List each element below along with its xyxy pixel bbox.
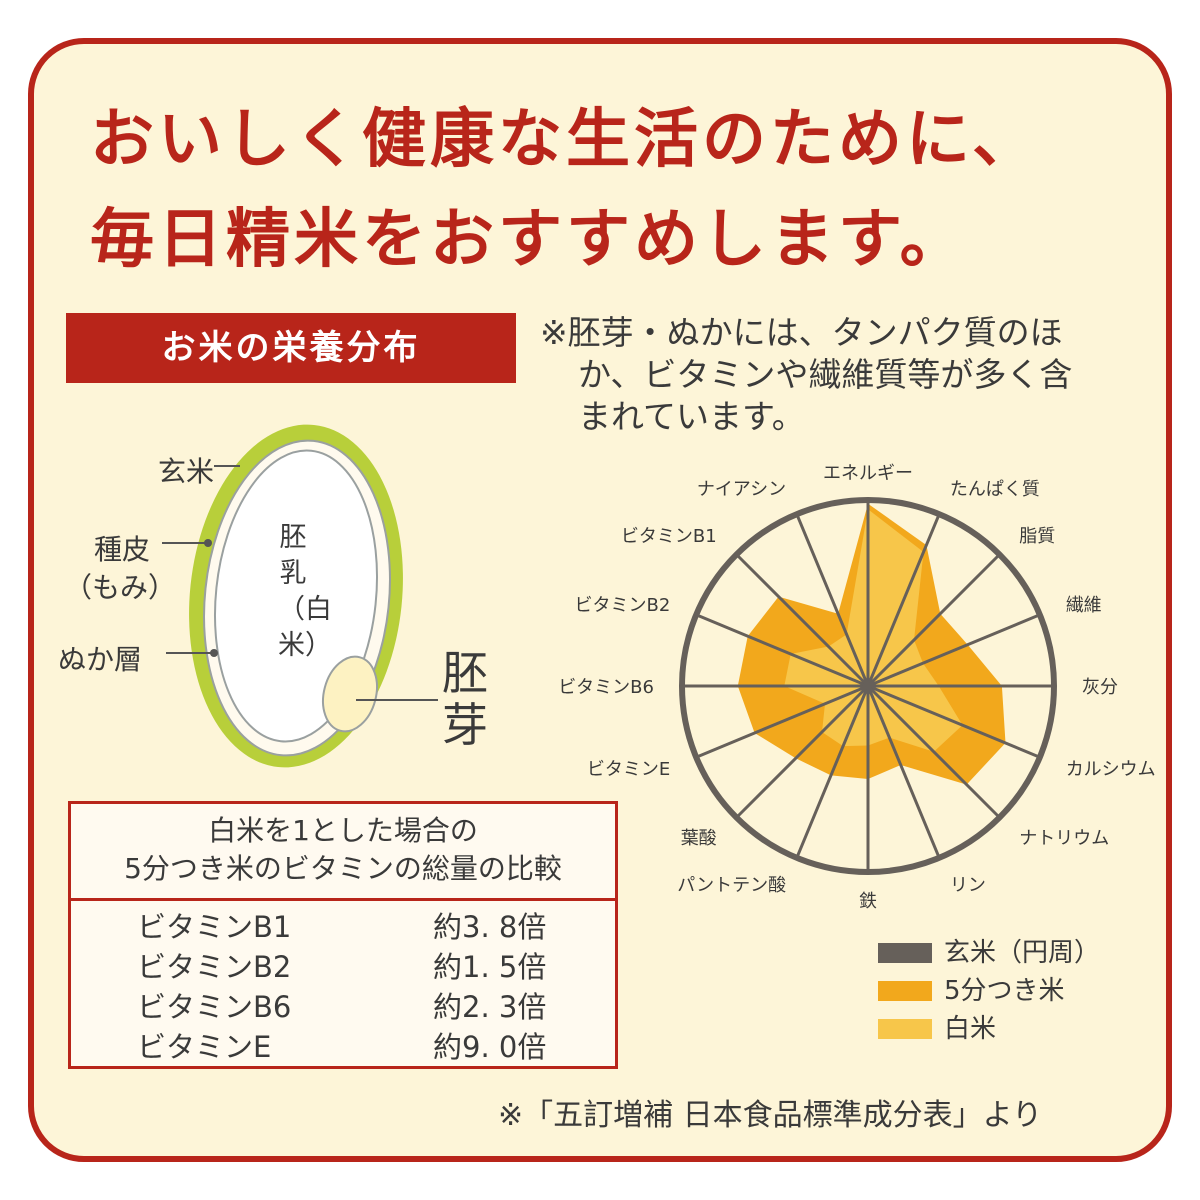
label-germ-2: 芽 [442,698,488,752]
radar-spoke [866,513,941,687]
note: ※胚芽・ぬかには、タンパク質のほ か、ビタミンや繊維質等が多く含 まれています。 [540,312,1140,438]
table-row: ビタミンB1 約3. 8倍 [71,907,615,947]
headline-line-2: 毎日精米をおすすめします。 [90,203,968,277]
pointer-nuka-dot [210,649,218,657]
label-nuka: ぬか層 [58,643,143,676]
legend-swatch [878,943,932,963]
radar-axis-label: 鉄 [859,891,877,912]
note-line-1: ※胚芽・ぬかには、タンパク質のほ [540,313,1063,352]
table-row: ビタミンB2 約1. 5倍 [71,947,615,987]
source-note: ※「五訂増補 日本食品標準成分表」より [498,1098,1043,1133]
radar-area-hakumai [784,509,963,752]
row-name: ビタミンB6 [137,990,292,1024]
radar-axis-label: ビタミンE [586,758,671,780]
label-shuhi-2: （もみ） [64,571,177,604]
row-value: 約9. 0倍 [433,1030,547,1064]
radar-axis-label: たんぱく質 [949,479,1040,501]
label-genmai: 玄米 [158,455,215,488]
section-label: お米の栄養分布 [66,313,516,383]
radar-center [864,682,872,690]
radar-axis-label: ナイアシン [696,479,787,501]
legend-label: 5分つき米 [944,976,1065,1006]
radar-spoke [866,684,1001,819]
radar-circumference-genmai [679,497,1057,875]
radar-axis-label: ビタミンB6 [558,677,654,698]
radar-axis-label: エネルギー [823,463,913,484]
table-caption-2: 5分つき米のビタミンの総量の比較 [124,852,562,885]
radar-spoke [735,684,870,819]
pointer-shuhi-dot [204,539,212,547]
radar-spoke [867,684,1041,759]
table-row: ビタミンB6 約2. 3倍 [71,987,615,1027]
row-value: 約1. 5倍 [433,950,547,984]
label-germ-1: 胚 [442,646,488,700]
radar-spoke [866,553,1001,688]
radar-spoke [867,613,1041,688]
comparison-table: 白米を1とした場合の 5分つき米のビタミンの総量の比較 ビタミンB1 約3. 8倍… [68,801,618,1069]
row-value: 約2. 3倍 [433,990,547,1024]
headline-line-1: おいしく健康な生活のために、 [90,103,1041,177]
radar-axis-label: 葉酸 [680,828,717,850]
table-caption: 白米を1とした場合の 5分つき米のビタミンの総量の比較 [71,804,615,898]
radar-spoke [695,613,869,688]
legend-label: 白米 [944,1014,997,1044]
note-line-3: まれています。 [578,397,805,436]
legend-swatch [878,1019,932,1039]
radar-axis-label: 繊維 [1065,595,1102,617]
radar-spoke [735,553,870,688]
legend-swatch [878,981,932,1001]
row-name: ビタミンB2 [137,950,292,984]
radar-spoke [795,513,870,687]
radar-spoke [866,685,941,859]
radar-axis-label: ナトリウム [1019,828,1110,850]
radar-axis-label: リン [949,874,986,896]
note-line-2: か、ビタミンや繊維質等が多く含 [578,355,1073,394]
radar-axis-label: 脂質 [1019,525,1056,547]
radar-axis-label: ビタミンB1 [620,525,717,547]
label-shuhi-1: 種皮 [94,533,151,566]
radar-spoke [695,684,869,759]
row-name: ビタミンB1 [137,910,292,944]
table-caption-1: 白米を1とした場合の [208,814,478,847]
legend-label: 玄米（円周） [944,938,1101,968]
radar-spoke [795,685,870,859]
table-row: ビタミンE 約9. 0倍 [71,1027,615,1067]
table-divider [71,898,615,901]
row-name: ビタミンE [137,1030,272,1064]
radar-axis-label: パントテン酸 [677,874,787,896]
radar-axis-label: ビタミンB2 [574,595,671,617]
radar-axis-label: カルシウム [1065,758,1156,780]
radar-axis-label: 灰分 [1082,677,1118,698]
row-value: 約3. 8倍 [433,910,547,944]
